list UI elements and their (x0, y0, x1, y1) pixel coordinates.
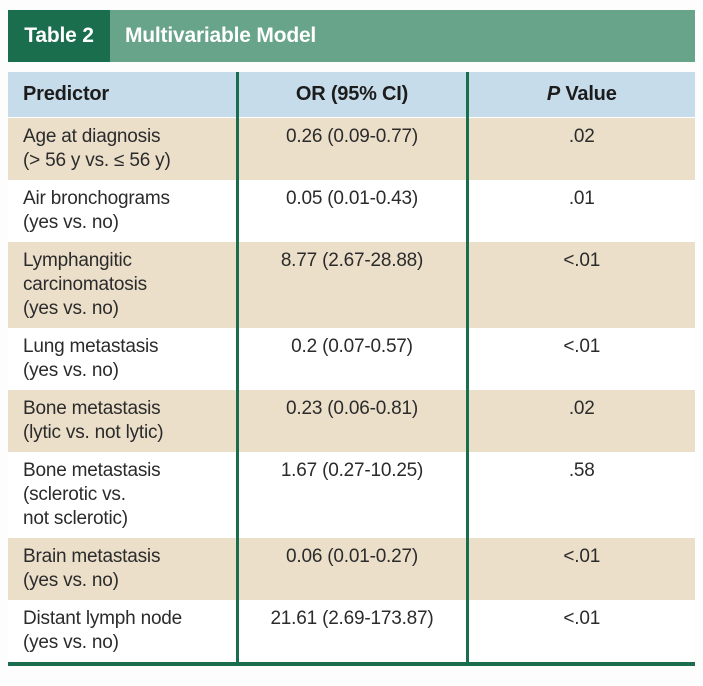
p-value-cell: <.01 (465, 241, 695, 328)
table-titlebar: Table 2 Multivariable Model (8, 10, 695, 62)
table-row: Lymphangitic carcinomatosis (yes vs. no)… (8, 241, 695, 328)
p-value-italic-p: P (546, 82, 560, 105)
table-row: Air bronchograms (yes vs. no) 0.05 (0.01… (8, 179, 695, 242)
table-title: Multivariable Model (110, 10, 695, 62)
predictor-cell: Bone metastasis (sclerotic vs. not scler… (8, 451, 237, 538)
p-value-cell: .02 (465, 389, 695, 452)
predictor-cell: Lung metastasis (yes vs. no) (8, 327, 237, 390)
predictor-cell: Brain metastasis (yes vs. no) (8, 537, 237, 600)
p-value-cell: <.01 (465, 537, 695, 600)
p-value-cell: .02 (465, 117, 695, 180)
table-row: Brain metastasis (yes vs. no) 0.06 (0.01… (8, 537, 695, 600)
p-value-cell: <.01 (465, 599, 695, 664)
predictor-cell: Air bronchograms (yes vs. no) (8, 179, 237, 242)
table-row: Bone metastasis (sclerotic vs. not scler… (8, 451, 695, 538)
multivariable-model-table: Predictor OR (95% CI) P Value Age at dia… (8, 72, 695, 666)
or-cell: 0.23 (0.06-0.81) (235, 389, 467, 452)
or-cell: 21.61 (2.69-173.87) (235, 599, 467, 664)
or-cell: 8.77 (2.67-28.88) (235, 241, 467, 328)
column-header-row: Predictor OR (95% CI) P Value (8, 72, 695, 118)
table-figure: Table 2 Multivariable Model Predictor OR… (0, 10, 703, 686)
column-header-predictor: Predictor (8, 72, 237, 118)
predictor-cell: Bone metastasis (lytic vs. not lytic) (8, 389, 237, 452)
p-value-cell: <.01 (465, 327, 695, 390)
table-row: Bone metastasis (lytic vs. not lytic) 0.… (8, 389, 695, 452)
predictor-cell: Age at diagnosis (> 56 y vs. ≤ 56 y) (8, 117, 237, 180)
table-row: Age at diagnosis (> 56 y vs. ≤ 56 y) 0.2… (8, 117, 695, 180)
p-value-cell: .58 (465, 451, 695, 538)
table-number-tag: Table 2 (8, 10, 110, 62)
p-value-rest: Value (565, 82, 617, 105)
or-cell: 0.26 (0.09-0.77) (235, 117, 467, 180)
predictor-cell: Distant lymph node (yes vs. no) (8, 599, 237, 664)
predictor-cell: Lymphangitic carcinomatosis (yes vs. no) (8, 241, 237, 328)
column-header-p-value: P Value (465, 72, 695, 118)
table-row: Distant lymph node (yes vs. no) 21.61 (2… (8, 599, 695, 664)
column-header-or: OR (95% CI) (235, 72, 467, 118)
p-value-cell: .01 (465, 179, 695, 242)
or-cell: 0.05 (0.01-0.43) (235, 179, 467, 242)
or-cell: 0.2 (0.07-0.57) (235, 327, 467, 390)
or-cell: 0.06 (0.01-0.27) (235, 537, 467, 600)
or-cell: 1.67 (0.27-10.25) (235, 451, 467, 538)
table-row: Lung metastasis (yes vs. no) 0.2 (0.07-0… (8, 327, 695, 390)
